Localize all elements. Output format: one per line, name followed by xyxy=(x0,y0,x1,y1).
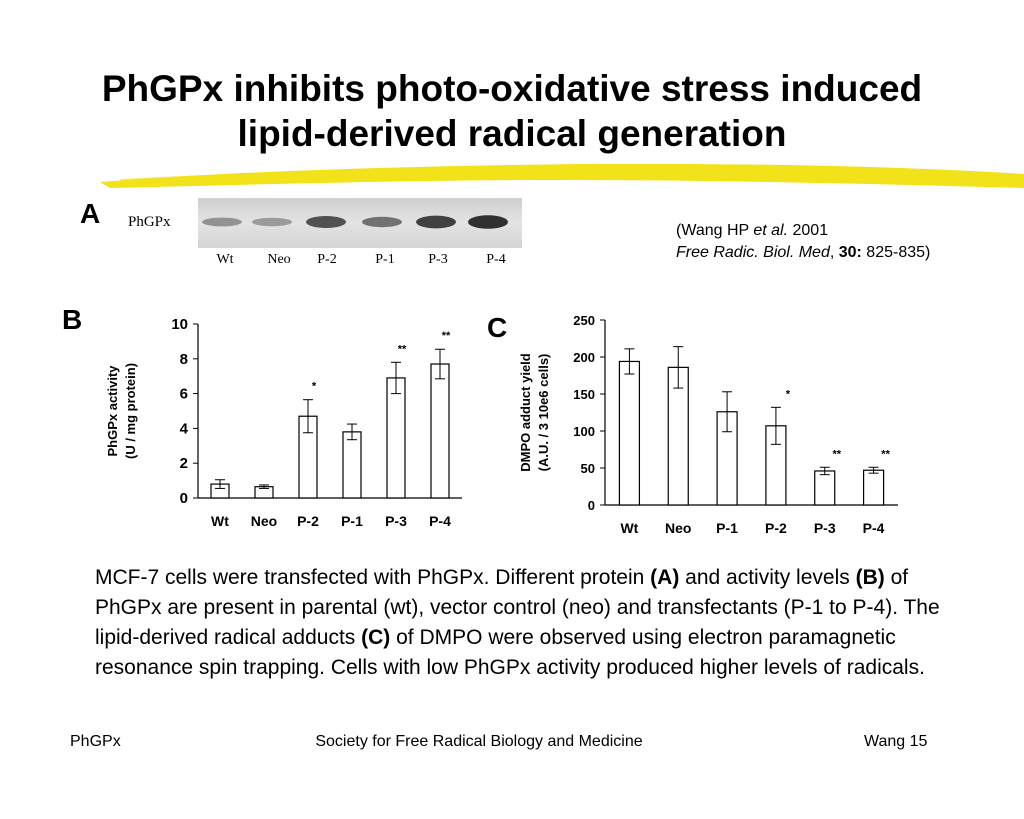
y-tick-label: 250 xyxy=(573,313,595,328)
title-line-1: PhGPx inhibits photo-oxidative stress in… xyxy=(101,68,923,109)
caption-text: of PhGPx are present in parental (wt), v… xyxy=(95,566,940,649)
panel-b-letter: B xyxy=(62,304,83,335)
slide-title: PhGPx inhibits photo-oxidative stress in… xyxy=(0,66,1024,156)
y-tick-label: 10 xyxy=(171,316,188,333)
caption-paragraph: MCF-7 cells were transfected with PhGPx.… xyxy=(95,563,975,683)
caption-ref-a: (A) xyxy=(650,566,680,589)
x-tick-label: Wt xyxy=(211,513,229,529)
x-tick-label: P-3 xyxy=(385,513,407,529)
lane-label-p-4: P-4 xyxy=(486,252,506,267)
x-tick-label: P-4 xyxy=(863,520,885,536)
bar-p-4 xyxy=(862,469,885,506)
lane-label-p-1: P-1 xyxy=(375,252,395,267)
significance-marker: ** xyxy=(398,343,407,355)
blot-label: PhGPx xyxy=(128,214,171,230)
bar-p-1 xyxy=(342,431,362,499)
lane-label-p-3: P-3 xyxy=(428,252,448,267)
chart-b-svg: PhGPx activity (U / mg protein) 0 2 4 6 8 10 Wt N… xyxy=(105,316,462,529)
y-axis-title: (A.U. / 3 10e6 cells) xyxy=(536,354,551,472)
blot-band-p-1 xyxy=(362,216,402,228)
western-blot-image xyxy=(198,198,522,248)
y-tick-label: 100 xyxy=(573,424,595,439)
panel-a-letter: A xyxy=(80,198,101,229)
footer-center: Society for Free Radical Biology and Med… xyxy=(315,733,643,750)
x-tick-label: Wt xyxy=(620,520,638,536)
blot-band-wt xyxy=(202,217,242,227)
chart-b: PhGPx activity (U / mg protein) 0 2 4 6 8 10 Wt N… xyxy=(100,310,480,540)
citation-etal: et al. xyxy=(753,222,789,239)
bar-wt xyxy=(618,360,641,506)
blot-band-p-4 xyxy=(468,215,508,229)
significance-marker: ** xyxy=(442,330,451,342)
y-axis-title: PhGPx activity xyxy=(105,365,120,457)
x-tick-label: P-2 xyxy=(297,513,319,529)
lane-label-p-2: P-2 xyxy=(317,252,337,267)
significance-marker: * xyxy=(312,381,317,393)
y-tick-label: 6 xyxy=(180,386,188,403)
citation: (Wang HP et al. 2001 Free Radic. Biol. M… xyxy=(676,220,930,264)
blot-band-neo xyxy=(252,217,292,227)
caption-text: MCF-7 cells were transfected with PhGPx.… xyxy=(95,566,651,589)
caption-ref-c: (C) xyxy=(361,626,391,649)
citation-pages: 825-835) xyxy=(861,244,931,261)
highlighter-stroke xyxy=(100,163,1024,188)
y-tick-label: 200 xyxy=(573,350,595,365)
citation-year: 2001 xyxy=(788,222,829,239)
citation-comma: , xyxy=(829,244,839,261)
citation-volume: 30: xyxy=(838,244,862,261)
bar-p-3 xyxy=(386,377,406,499)
blot-band-p-3 xyxy=(416,215,456,229)
y-tick-label: 150 xyxy=(573,387,595,402)
x-tick-label: P-1 xyxy=(716,520,738,536)
x-tick-label: P-1 xyxy=(341,513,363,529)
x-tick-label: Neo xyxy=(251,513,277,529)
chart-c: DMPO adduct yield (A.U. / 3 10e6 cells) 0 5… xyxy=(510,310,910,542)
lane-label-neo: Neo xyxy=(267,252,291,267)
chart-c-svg: DMPO adduct yield (A.U. / 3 10e6 cells) 0 5… xyxy=(518,313,898,536)
x-tick-label: P-4 xyxy=(429,513,451,529)
citation-journal: Free Radic. Biol. Med xyxy=(676,244,830,261)
y-tick-label: 50 xyxy=(581,461,595,476)
footer-right: Wang 15 xyxy=(864,733,928,750)
blot-band-p-2 xyxy=(306,216,346,228)
caption-text: and activity levels xyxy=(679,566,856,589)
citation-author: Wang HP xyxy=(681,222,754,239)
x-tick-label: P-3 xyxy=(814,520,836,536)
y-axis-title: DMPO adduct yield xyxy=(518,353,533,472)
caption-text: of DMPO were observed using electron par… xyxy=(95,626,925,679)
citation-open-paren: ( xyxy=(676,222,682,239)
caption-ref-b: (B) xyxy=(855,566,885,589)
significance-marker: ** xyxy=(832,448,841,460)
bar-p-4 xyxy=(430,363,450,499)
footer-left: PhGPx xyxy=(70,733,121,750)
y-tick-label: 0 xyxy=(588,498,595,513)
y-tick-label: 0 xyxy=(180,490,188,507)
panel-c-letter: C xyxy=(487,312,508,343)
x-tick-label: P-2 xyxy=(765,520,787,536)
title-line-2: lipid-derived radical generation xyxy=(237,113,787,154)
significance-marker: ** xyxy=(881,448,890,460)
y-tick-label: 8 xyxy=(180,351,188,368)
significance-marker: * xyxy=(786,388,791,400)
y-tick-label: 4 xyxy=(180,420,189,437)
x-tick-label: Neo xyxy=(665,520,691,536)
y-tick-label: 2 xyxy=(180,455,188,472)
bar-p-3 xyxy=(814,470,836,506)
lane-label-wt: Wt xyxy=(216,252,234,267)
y-axis-title: (U / mg protein) xyxy=(123,363,138,459)
